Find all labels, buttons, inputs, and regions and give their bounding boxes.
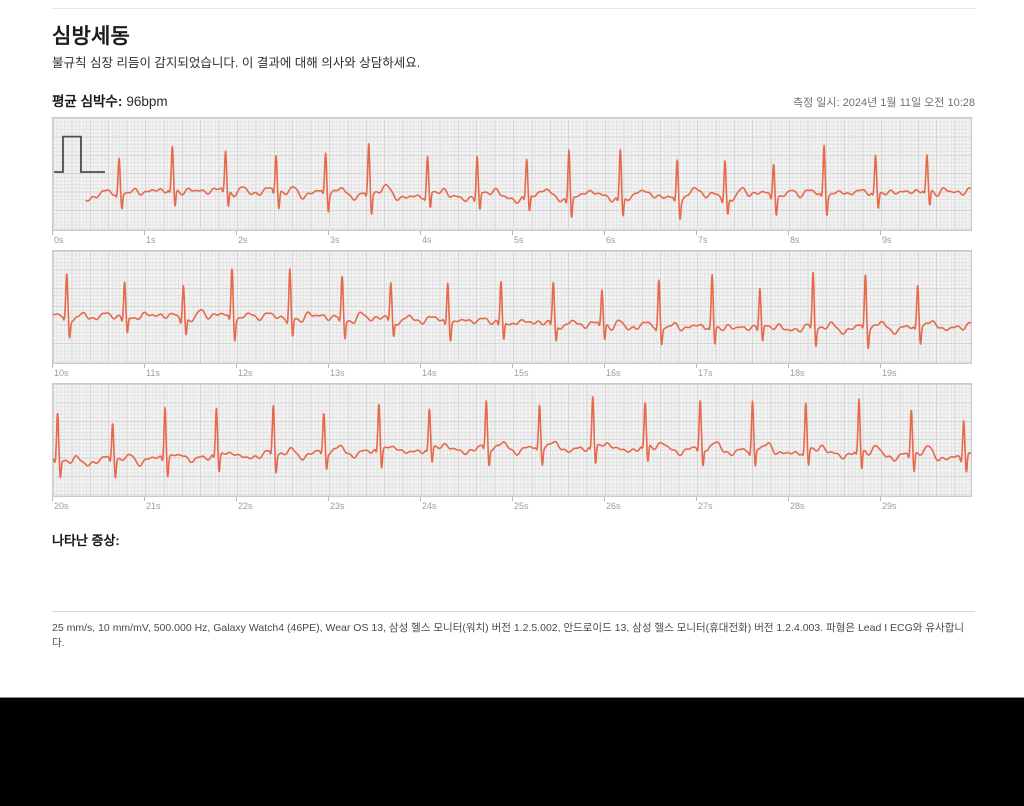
result-description: 불규칙 심장 리듬이 감지되었습니다. 이 결과에 대해 의사와 상담하세요.	[52, 56, 421, 70]
axis-tick	[52, 231, 53, 235]
axis-tick	[420, 231, 421, 235]
axis-tick-label: 27s	[698, 501, 713, 511]
axis-tick-label: 1s	[146, 235, 156, 245]
axis-tick-label: 11s	[146, 368, 160, 378]
axis-tick	[788, 497, 789, 501]
axis-tick	[512, 497, 513, 501]
axis-tick	[512, 231, 513, 235]
axis-tick-label: 9s	[882, 235, 892, 245]
axis-tick-label: 22s	[238, 501, 253, 511]
measurement-datetime: 측정 일시: 2024년 1월 11일 오전 10:28	[792, 97, 975, 109]
axis-tick	[144, 364, 145, 368]
ecg-trace	[85, 143, 971, 220]
ecg-strip-1: 0s 1s 2s 3s 4s 5s 6s 7s 8s 9s	[52, 117, 972, 250]
axis-tick	[144, 497, 145, 501]
axis-tick	[604, 364, 605, 368]
symptoms-label: 나타난 증상:	[52, 533, 120, 548]
axis-tick	[236, 497, 237, 501]
axis-tick	[604, 231, 605, 235]
ecg-trace	[53, 268, 971, 350]
axis-tick	[236, 364, 237, 368]
axis-tick	[328, 231, 329, 235]
axis-tick	[512, 364, 513, 368]
axis-tick	[788, 231, 789, 235]
axis-tick-label: 3s	[330, 235, 340, 245]
ecg-report-page: 심방세동 불규칙 심장 리듬이 감지되었습니다. 이 결과에 대해 의사와 상담…	[0, 0, 1024, 698]
axis-tick-label: 24s	[422, 501, 437, 511]
average-heart-rate: 평균 심박수: 96bpm	[52, 90, 168, 111]
axis-tick-label: 10s	[54, 368, 69, 378]
axis-tick	[420, 497, 421, 501]
axis-tick	[328, 364, 329, 368]
axis-tick	[696, 364, 697, 368]
axis-tick-label: 12s	[238, 368, 253, 378]
axis-tick	[788, 364, 789, 368]
axis-tick-label: 13s	[330, 368, 345, 378]
axis-tick	[52, 497, 53, 501]
axis-tick-label: 5s	[514, 235, 524, 245]
axis-tick-label: 6s	[606, 235, 616, 245]
axis-tick	[880, 497, 881, 501]
axis-tick	[420, 364, 421, 368]
summary-row: 평균 심박수: 96bpm 측정 일시: 2024년 1월 11일 오전 10:2…	[52, 90, 975, 111]
axis-tick-label: 25s	[514, 501, 529, 511]
ecg-strip-3-plot	[52, 383, 972, 497]
axis-tick-label: 2s	[238, 235, 248, 245]
ecg-strip-1-plot	[52, 117, 972, 231]
time-axis-2: 10s 11s 12s 13s 14s 15s 16s 17s 18s 19s	[52, 364, 972, 383]
axis-tick	[236, 231, 237, 235]
time-axis-1: 0s 1s 2s 3s 4s 5s 6s 7s 8s 9s	[52, 231, 972, 250]
avg-hr-value: 96bpm	[126, 94, 168, 109]
axis-tick	[144, 231, 145, 235]
ecg-trace	[53, 396, 971, 479]
axis-tick-label: 26s	[606, 501, 621, 511]
axis-tick-label: 14s	[422, 368, 437, 378]
calibration-pulse	[53, 135, 105, 173]
page-title: 심방세동	[52, 25, 131, 48]
footer-divider	[52, 611, 975, 612]
axis-tick-label: 15s	[514, 368, 529, 378]
axis-tick-label: 21s	[146, 501, 161, 511]
axis-tick	[52, 364, 53, 368]
ecg-strip-2: 10s 11s 12s 13s 14s 15s 16s 17s 18s 19s	[52, 250, 972, 383]
axis-tick-label: 4s	[422, 235, 432, 245]
ecg-strip-3: 20s 21s 22s 23s 24s 25s 26s 27s 28s 29s	[52, 383, 972, 516]
axis-tick-label: 29s	[882, 501, 897, 511]
axis-tick	[328, 497, 329, 501]
axis-tick	[696, 497, 697, 501]
axis-tick-label: 16s	[606, 368, 621, 378]
ecg-strip-2-plot	[52, 250, 972, 364]
axis-tick	[880, 364, 881, 368]
axis-tick-label: 18s	[790, 368, 805, 378]
axis-tick-label: 8s	[790, 235, 800, 245]
axis-tick-label: 28s	[790, 501, 805, 511]
axis-tick-label: 17s	[698, 368, 713, 378]
time-axis-3: 20s 21s 22s 23s 24s 25s 26s 27s 28s 29s	[52, 497, 972, 516]
axis-tick-label: 20s	[54, 501, 69, 511]
device-info-footer: 25 mm/s, 10 mm/mV, 500.000 Hz, Galaxy Wa…	[52, 622, 965, 649]
axis-tick-label: 19s	[882, 368, 897, 378]
axis-tick-label: 7s	[698, 235, 708, 245]
axis-tick-label: 23s	[330, 501, 345, 511]
axis-tick-label: 0s	[54, 235, 64, 245]
top-divider	[52, 8, 975, 9]
ecg-chart: 0s 1s 2s 3s 4s 5s 6s 7s 8s 9s 10s 11s 12s 13s 14s 15s 16…	[52, 117, 972, 516]
axis-tick	[696, 231, 697, 235]
axis-tick	[880, 231, 881, 235]
avg-hr-label: 평균 심박수:	[52, 94, 123, 109]
axis-tick	[604, 497, 605, 501]
